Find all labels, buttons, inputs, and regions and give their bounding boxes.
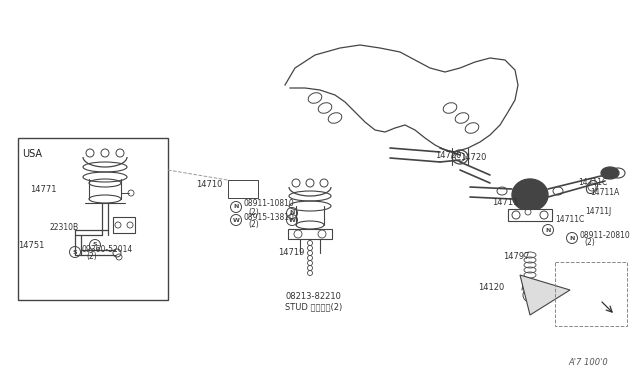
Text: 09360-52014: 09360-52014: [82, 244, 133, 253]
Text: A'7 100'0: A'7 100'0: [568, 358, 608, 367]
Text: 14711: 14711: [492, 198, 518, 207]
Text: N: N: [234, 205, 239, 209]
Text: N: N: [570, 235, 575, 241]
Bar: [508, 209, 552, 221]
Text: STUD スタッド(2): STUD スタッド(2): [285, 302, 342, 311]
Bar: [228, 180, 258, 198]
Text: N: N: [545, 228, 550, 232]
Text: (2): (2): [248, 208, 259, 217]
Text: 14120: 14120: [478, 283, 504, 292]
Text: 08915-13810: 08915-13810: [244, 212, 295, 221]
Text: 14720: 14720: [435, 151, 461, 160]
Text: 08213-82210: 08213-82210: [285, 292, 341, 301]
Bar: [18, 138, 168, 300]
Ellipse shape: [601, 167, 619, 179]
Bar: [113, 217, 135, 233]
Text: 14771: 14771: [30, 186, 56, 195]
Text: 14711J: 14711J: [585, 207, 611, 216]
Ellipse shape: [512, 179, 548, 211]
Text: (2): (2): [86, 253, 97, 262]
Text: S: S: [93, 243, 97, 247]
Text: 14720: 14720: [460, 154, 486, 163]
Text: 14751: 14751: [18, 241, 44, 250]
Text: S: S: [73, 250, 77, 254]
Text: N: N: [289, 211, 294, 215]
Text: 14710: 14710: [196, 180, 222, 189]
Text: 14797: 14797: [503, 252, 529, 261]
Text: 14719: 14719: [278, 248, 305, 257]
Polygon shape: [520, 275, 570, 315]
Text: 08911-20810: 08911-20810: [580, 231, 631, 240]
Text: 14711C: 14711C: [555, 215, 584, 224]
Text: 08911-10810: 08911-10810: [244, 199, 295, 208]
Text: 14711A: 14711A: [590, 188, 620, 197]
Text: 22310B: 22310B: [50, 224, 79, 232]
Text: USA: USA: [22, 149, 42, 159]
Bar: [288, 229, 332, 239]
Bar: [555, 262, 627, 326]
Text: W: W: [232, 218, 239, 222]
Text: (2): (2): [248, 221, 259, 230]
Text: 14711C: 14711C: [578, 178, 607, 187]
Text: W: W: [289, 218, 296, 222]
Text: (2): (2): [584, 238, 595, 247]
